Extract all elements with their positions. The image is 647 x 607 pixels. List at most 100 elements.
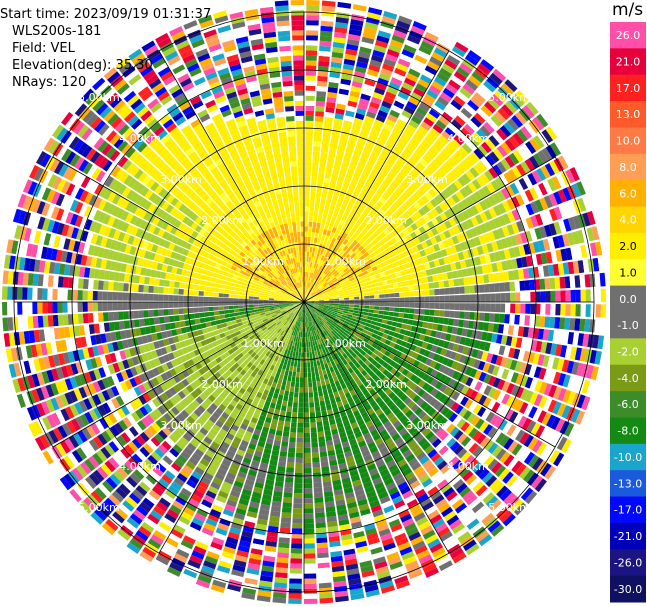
range-gate-cell (37, 315, 44, 328)
range-gate-cell (329, 267, 335, 273)
range-gate-cell (229, 286, 236, 291)
range-gate-cell (273, 96, 283, 103)
range-gate-cell (465, 170, 475, 181)
range-gate-cell (486, 118, 499, 131)
range-gate-cell (390, 39, 404, 49)
range-gate-cell (351, 246, 358, 253)
range-gate-cell (240, 55, 253, 64)
range-gate-cell (306, 10, 320, 16)
range-gate-cell (302, 261, 304, 267)
range-gate-cell (348, 212, 355, 220)
range-gate-cell (82, 290, 88, 301)
range-gate-cell (311, 227, 316, 233)
range-gate-cell (284, 249, 289, 255)
range-gate-cell (409, 267, 416, 274)
range-gate-cell (440, 164, 450, 174)
range-gate-cell (337, 144, 346, 152)
range-gate-cell (219, 72, 231, 81)
range-gate-cell (539, 278, 546, 290)
range-gate-cell (424, 247, 431, 256)
range-gate-cell (234, 31, 248, 39)
range-gate-cell (318, 60, 330, 67)
range-gate-cell (306, 277, 308, 283)
range-gate-cell (327, 189, 334, 195)
range-gate-cell (461, 221, 470, 231)
range-gate-cell (385, 209, 393, 217)
range-gate-cell (27, 302, 33, 315)
range-gate-cell (466, 267, 473, 276)
range-gate-cell (270, 137, 279, 145)
range-gate-cell (360, 173, 368, 181)
range-gate-cell (238, 46, 251, 54)
range-gate-cell (308, 257, 312, 263)
range-gate-cell (434, 76, 447, 87)
range-gate-cell (372, 283, 378, 288)
range-gate-cell (374, 294, 380, 299)
range-gate-cell (343, 277, 349, 282)
range-gate-cell (354, 229, 361, 236)
range-gate-cell (366, 12, 381, 20)
range-gate-cell (332, 289, 338, 293)
range-gate-cell (337, 175, 345, 183)
range-gate-cell (246, 18, 260, 26)
range-gate-cell (383, 10, 398, 20)
range-gate-cell (572, 260, 580, 274)
range-gate-cell (416, 243, 424, 251)
range-gate-cell (339, 219, 346, 226)
range-gate-cell (183, 20, 198, 30)
range-gate-cell (328, 81, 339, 89)
range-gate-cell (278, 203, 285, 210)
range-gate-cell (148, 309, 154, 318)
range-gate-cell (133, 319, 140, 328)
range-gate-cell (456, 233, 464, 243)
range-gate-cell (339, 236, 346, 243)
range-gate-cell (315, 111, 324, 117)
range-gate-cell (315, 275, 320, 281)
range-gate-cell (479, 223, 488, 234)
range-gate-cell (353, 170, 362, 178)
range-gate-cell (361, 36, 375, 45)
range-gate-cell (291, 279, 295, 285)
range-gate-cell (469, 151, 480, 163)
range-gate-cell (308, 298, 314, 301)
range-gate-cell (439, 202, 448, 212)
range-gate-cell (438, 258, 445, 266)
range-gate-cell (498, 250, 506, 261)
range-gate-cell (344, 300, 350, 302)
range-gate-cell (347, 289, 354, 293)
range-gate-cell (287, 131, 296, 137)
range-gate-cell (410, 63, 423, 74)
range-gate-cell (408, 119, 420, 129)
range-gate-cell (190, 118, 201, 128)
range-gate-cell (496, 161, 507, 174)
range-gate-cell (305, 171, 311, 177)
range-gate-cell (356, 218, 364, 225)
range-gate-cell (394, 292, 400, 298)
range-gate-cell (267, 159, 275, 166)
range-gate-cell (196, 81, 208, 91)
range-gate-cell (414, 290, 420, 297)
range-gate-cell (328, 281, 334, 286)
range-gate-cell (322, 291, 328, 295)
range-gate-cell (239, 185, 247, 193)
range-gate-cell (297, 236, 301, 242)
range-gate-cell (149, 277, 155, 285)
range-gate-cell (366, 111, 377, 119)
range-gate-cell (261, 203, 268, 210)
range-gate-cell (320, 20, 334, 27)
range-gate-cell (432, 274, 439, 282)
range-gate-cell (501, 82, 514, 96)
range-gate-cell (218, 293, 224, 298)
range-gate-cell (153, 286, 159, 294)
range-gate-cell (168, 302, 174, 308)
range-gate-cell (416, 106, 428, 117)
range-gate-cell (315, 106, 325, 112)
range-gate-cell (269, 190, 276, 197)
range-gate-cell (484, 101, 497, 114)
range-gate-cell (227, 163, 236, 171)
range-gate-cell (356, 269, 363, 275)
range-gate-cell (341, 161, 350, 168)
range-gate-cell (318, 259, 323, 266)
range-gate-cell (317, 177, 324, 183)
range-gate-cell (493, 205, 502, 216)
